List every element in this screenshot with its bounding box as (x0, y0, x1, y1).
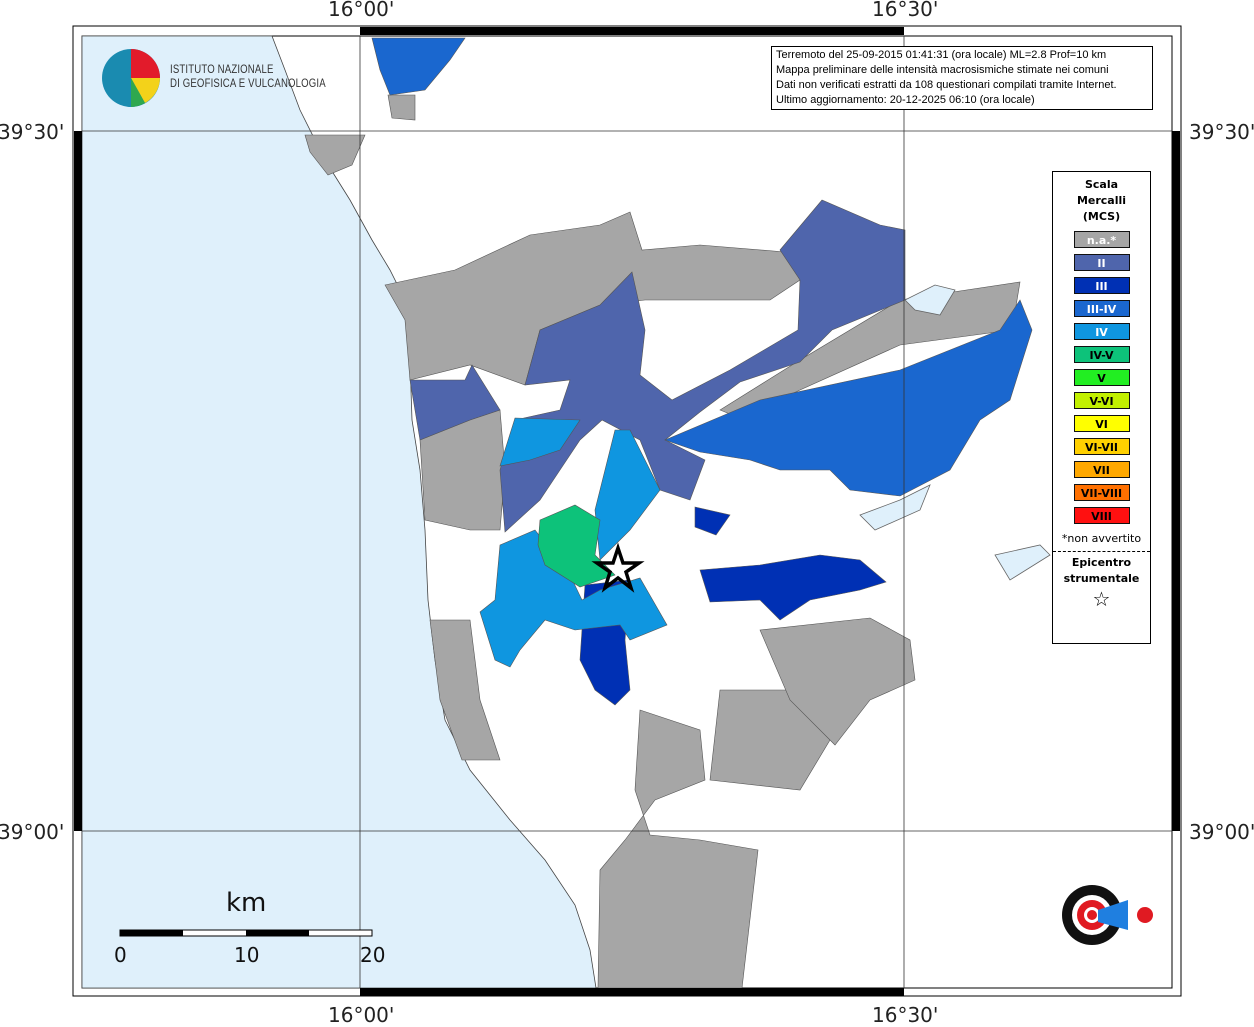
frame-ticks (74, 27, 1180, 996)
legend-swatch-iv: IV (1073, 323, 1130, 340)
lakes (859, 284, 1051, 581)
info-description: Mappa preliminare delle intensità macros… (776, 64, 1109, 76)
lon-label-bottom-16-00: 16°00' (328, 1003, 395, 1027)
legend-swatch-v-vi: V-VI (1073, 392, 1130, 409)
lat-label-right-39-30: 39°30' (1189, 120, 1254, 144)
municipality-intensity-iii-iv[interactable] (664, 299, 1033, 497)
lon-label-top-16-30: 16°30' (872, 0, 939, 21)
municipality-intensity-iv[interactable] (594, 429, 661, 561)
legend-swatch-iv-v: IV-V (1073, 346, 1130, 363)
municipality-intensity-na[interactable] (429, 619, 501, 761)
municipality-intensity-ii[interactable] (409, 364, 501, 441)
hsit-logo (1062, 885, 1153, 945)
legend-swatch-v: V (1073, 369, 1130, 386)
ingv-logo-text: ISTITUTO NAZIONALE DI GEOFISICA E VULCAN… (170, 62, 326, 90)
event-info-box: Terremoto del 25-09-2015 01:41:31 (ora l… (771, 46, 1153, 110)
scale-bar (119, 929, 373, 937)
legend-note: *non avvertito (1061, 532, 1142, 545)
municipality-intensity-iv[interactable] (479, 529, 668, 668)
scale-tick-0: 0 (114, 943, 127, 967)
municipality-intensity-na[interactable] (759, 617, 916, 746)
info-data-source: Dati non verificati estratti da 108 ques… (776, 79, 1117, 91)
lat-label-left-39-00: 39°00' (0, 820, 65, 844)
scale-unit: km (226, 888, 267, 918)
municipality-intensity-iv[interactable] (499, 417, 581, 467)
municipality-intensity-iii[interactable] (694, 506, 731, 536)
ingv-line2: DI GEOFISICA E VULCANOLOGIA (170, 76, 326, 90)
legend-swatch-vii: VII (1073, 461, 1130, 478)
epicenter-star-legend-icon: ☆ (1092, 587, 1111, 611)
legend-swatch-iii: III (1073, 277, 1130, 294)
mcs-legend: Scala Mercalli (MCS) n.a.* II III III-IV IV I… (1052, 171, 1151, 644)
ingv-logo-globe (102, 49, 160, 107)
legend-swatch-na: n.a.* (1073, 231, 1130, 248)
ingv-line1: ISTITUTO NAZIONALE (170, 62, 274, 76)
municipality-intensity-ii[interactable] (499, 199, 906, 533)
legend-swatch-vi-vii: VI-VII (1073, 438, 1130, 455)
municipality-intensity-iii-iv[interactable] (371, 37, 466, 96)
lat-label-left-39-30: 39°30' (0, 120, 65, 144)
municipality-intensity-iii[interactable] (699, 554, 887, 621)
legend-swatch-viii: VIII (1073, 507, 1130, 524)
lat-label-right-39-00: 39°00' (1189, 820, 1254, 844)
lon-label-top-16-00: 16°00' (328, 0, 395, 21)
municipality-intensity-na[interactable] (387, 94, 416, 121)
legend-swatch-vi: VI (1073, 415, 1130, 432)
lon-label-bottom-16-30: 16°30' (872, 1003, 939, 1027)
municipality-regions (304, 37, 1033, 989)
legend-swatch-vii-viii: VII-VIII (1073, 484, 1130, 501)
info-last-update: Ultimo aggiornamento: 20-12-2025 06:10 (… (776, 94, 1035, 106)
legend-divider (1053, 551, 1150, 552)
legend-swatch-ii: II (1073, 254, 1130, 271)
legend-swatch-iii-iv: III-IV (1073, 300, 1130, 317)
info-event: Terremoto del 25-09-2015 01:41:31 (ora l… (776, 49, 1107, 61)
legend-title: Scala Mercalli (MCS) (1076, 178, 1127, 223)
municipality-intensity-na[interactable] (384, 211, 801, 386)
scale-tick-10: 10 (234, 943, 260, 967)
municipality-intensity-na[interactable] (304, 134, 366, 176)
scale-tick-20: 20 (360, 943, 386, 967)
graticule (82, 36, 1172, 988)
municipality-intensity-iv-v[interactable] (537, 504, 616, 588)
legend-epicenter-label: Epicentro strumentale (1063, 556, 1140, 585)
epicenter-star-icon[interactable] (591, 542, 645, 593)
